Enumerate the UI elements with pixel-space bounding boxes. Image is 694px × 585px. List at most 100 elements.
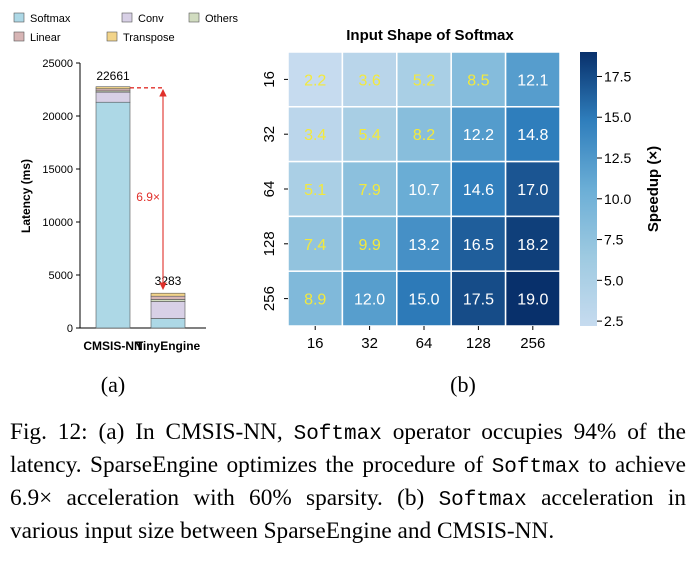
caption-part-3: to achieve 6.9× acceleration with 60% sp… xyxy=(10,452,686,511)
heatmap-cell-label: 19.0 xyxy=(517,292,548,309)
legend-swatch-transpose xyxy=(106,31,118,42)
heatmap-cell xyxy=(341,160,398,218)
bar-total-label: 22661 xyxy=(96,69,130,83)
colorbar-ticks: 2.5 5.0 7.5 10.0 12.5 15.0 17.5 xyxy=(597,68,631,329)
bar-total-label: 3283 xyxy=(155,274,182,288)
heatmap-cell xyxy=(287,215,344,272)
stacked-bar-chart: Softmax Conv Others Linear Transpose 0 5000 10… xyxy=(13,12,239,397)
y-tick-label: 0 xyxy=(67,323,73,335)
heatmap-cell xyxy=(450,160,507,218)
colorbar-tick-label: 10.0 xyxy=(604,191,631,207)
heatmap-cell-label: 3.4 xyxy=(304,127,326,144)
heatmap-cell-label: 15.0 xyxy=(408,292,439,309)
heatmap-cell-label: 8.5 xyxy=(467,72,489,89)
heatmap-cell xyxy=(287,160,344,218)
legend-swatch-softmax xyxy=(13,12,25,23)
caption-code-softmax-2: Softmax xyxy=(491,456,580,479)
heatmap-cell-label: 18.2 xyxy=(517,237,548,254)
heatmap-cell-label: 7.9 xyxy=(358,182,380,199)
caption-part-2: operator occupies 94% of the latency. Sp… xyxy=(10,419,686,478)
legend-swatch-conv xyxy=(121,12,133,23)
heatmap-cells: 2.2 3.6 5.2 8.5 12.1 3.4 5.4 8.2 12.2 14.8 5.1 7.9 1… xyxy=(287,51,561,327)
heatmap-cell-label: 12.0 xyxy=(354,292,385,309)
colorbar xyxy=(580,52,597,326)
caption-code-softmax-3: Softmax xyxy=(438,489,527,512)
column-label: 256 xyxy=(520,335,545,352)
caption-part-1: Fig. 12: (a) In CMSIS-NN, xyxy=(10,419,294,445)
column-label: 64 xyxy=(416,335,433,352)
heatmap-cell-label: 12.2 xyxy=(463,127,494,144)
y-tick-label: 15000 xyxy=(42,164,73,176)
bar-segment-others-tinyengine xyxy=(150,299,186,302)
x-tick-label: CMSIS-NN xyxy=(83,339,142,353)
heatmap-cell-label: 8.2 xyxy=(413,127,435,144)
heatmap-title: Input Shape of Softmax xyxy=(346,27,514,44)
bar-segment-softmax-cmsis-nn xyxy=(95,101,131,329)
heatmap-cell-label: 5.2 xyxy=(413,72,435,89)
heatmap-cell xyxy=(450,270,507,327)
bar-segment-conv-cmsis-nn xyxy=(95,91,131,103)
colorbar-tick-label: 12.5 xyxy=(604,150,631,166)
heatmap-cell-label: 14.8 xyxy=(517,127,548,144)
x-tick-label: TinyEngine xyxy=(136,339,201,353)
colorbar-tick-label: 7.5 xyxy=(604,232,624,248)
heatmap-cell-label: 8.9 xyxy=(304,292,326,309)
bar-segment-linear-tinyengine xyxy=(150,295,186,300)
legend-swatch-others xyxy=(188,12,200,23)
bar-segment-linear-cmsis-nn xyxy=(95,88,131,92)
figure-caption: Fig. 12: (a) In CMSIS-NN, Softmax operat… xyxy=(10,417,686,546)
legend-label-transpose: Transpose xyxy=(123,32,175,44)
heatmap-cell xyxy=(450,106,507,163)
row-label: 64 xyxy=(261,181,278,198)
bar-segment-transpose-cmsis-nn xyxy=(95,86,131,90)
heatmap-cell-label: 17.0 xyxy=(517,182,548,199)
heatmap-cell xyxy=(396,270,452,327)
heatmap-cell-label: 3.6 xyxy=(358,72,380,89)
y-ticks: 0 5000 10000 15000 20000 25000 xyxy=(42,58,80,335)
heatmap-cell-label: 14.6 xyxy=(463,182,494,199)
y-axis-label: Latency (ms) xyxy=(19,159,33,233)
heatmap-cell xyxy=(341,51,398,108)
bar-segment-transpose-tinyengine xyxy=(150,292,186,297)
y-tick-label: 5000 xyxy=(49,270,73,282)
row-label: 32 xyxy=(261,126,278,143)
heatmap-cell-label: 5.1 xyxy=(304,182,326,199)
heatmap-cell-label: 5.4 xyxy=(358,127,380,144)
row-label: 128 xyxy=(261,231,278,256)
row-label: 256 xyxy=(261,286,278,311)
column-label: 128 xyxy=(466,335,491,352)
legend-label-conv: Conv xyxy=(138,13,164,25)
y-tick-label: 10000 xyxy=(42,217,73,229)
heatmap-chart: Input Shape of Softmax 2.2 3.6 5.2 8.5 12.1 3… xyxy=(261,27,662,397)
heatmap-cell-label: 12.1 xyxy=(517,72,548,89)
heatmap-cell xyxy=(504,106,561,163)
colorbar-tick-label: 17.5 xyxy=(604,68,631,84)
heatmap-cell-label: 13.2 xyxy=(408,237,439,254)
heatmap-cell-label: 17.5 xyxy=(463,292,494,309)
panel-label-a: (a) xyxy=(101,372,125,397)
column-label: 32 xyxy=(361,335,378,352)
heatmap-cell xyxy=(504,51,561,108)
legend: Softmax Conv Others Linear Transpose xyxy=(13,12,239,44)
y-tick-label: 20000 xyxy=(42,111,73,123)
column-labels: 16 32 64 128 256 xyxy=(307,326,545,352)
heatmap-cell-label: 2.2 xyxy=(304,72,326,89)
y-tick-label: 25000 xyxy=(42,58,73,70)
heatmap-cell xyxy=(396,215,452,272)
colorbar-label: Speedup (×) xyxy=(645,146,662,232)
legend-label-linear: Linear xyxy=(30,32,61,44)
heatmap-cell xyxy=(504,215,561,272)
heatmap-cell xyxy=(341,215,398,272)
row-labels: 16 32 64 128 256 xyxy=(261,71,288,311)
legend-label-others: Others xyxy=(205,13,239,25)
heatmap-cell-label: 9.9 xyxy=(358,237,380,254)
speedup-annotation: 6.9× xyxy=(130,87,167,290)
colorbar-tick-label: 15.0 xyxy=(604,109,631,125)
heatmap-cell-label: 10.7 xyxy=(408,182,439,199)
heatmap-cell xyxy=(341,270,398,327)
legend-swatch-linear xyxy=(13,31,25,42)
heatmap-cell xyxy=(396,106,452,163)
bar-segment-conv-tinyengine xyxy=(150,301,186,319)
heatmap-cell-label: 16.5 xyxy=(463,237,494,254)
colorbar-tick-label: 2.5 xyxy=(604,313,624,329)
